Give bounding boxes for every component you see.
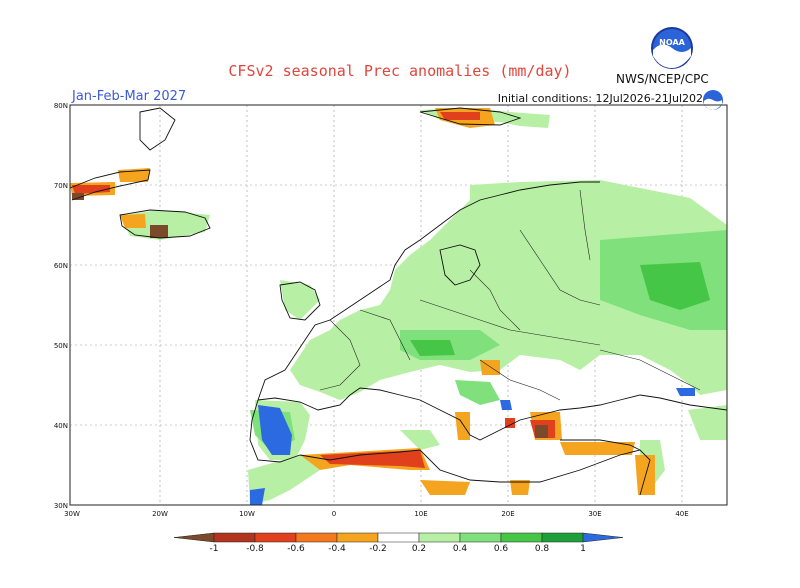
lon-label: 30W <box>64 510 80 518</box>
extreme-negative-areas <box>72 193 548 438</box>
colorbar-label: -0.2 <box>369 544 387 554</box>
colorbar-label: 0.2 <box>412 544 426 554</box>
colorbar-label: 0.6 <box>494 544 509 554</box>
lon-label: 0 <box>332 510 336 518</box>
lon-label: 40E <box>675 510 688 518</box>
svg-text:NOAA: NOAA <box>659 38 685 47</box>
colorbar-segment <box>254 532 297 543</box>
noaa-logo-icon: NOAA <box>651 27 693 69</box>
colorbar-segment <box>295 532 338 543</box>
longitude-labels: 30W 20W 10W 0 10E 20E 30E 40E <box>64 510 689 518</box>
lon-label: 10W <box>239 510 255 518</box>
colorbar-label: -0.6 <box>287 544 305 554</box>
colorbar-label: -1 <box>210 544 219 554</box>
lat-label: 30N <box>54 502 68 510</box>
lat-label: 70N <box>54 182 68 190</box>
colorbar-label: 1 <box>580 544 586 554</box>
colorbar-label: 0.4 <box>453 544 468 554</box>
country-borders <box>319 189 701 401</box>
colorbar-arrow-left <box>173 532 215 543</box>
colorbar-labels: -1 -0.8 -0.6 -0.4 -0.2 0.2 0.4 0.6 0.8 1 <box>210 544 586 554</box>
period-label: Jan-Feb-Mar 2027 <box>72 89 187 104</box>
lat-label: 40N <box>54 422 68 430</box>
colorbar-segment <box>459 532 502 543</box>
lat-label: 80N <box>54 102 68 110</box>
lon-label: 20W <box>152 510 168 518</box>
lon-label: 10E <box>414 510 427 518</box>
agency-label: NWS/NCEP/CPC <box>616 72 709 86</box>
lon-label: 30E <box>588 510 601 518</box>
map-title: CFSv2 seasonal Prec anomalies (mm/day) <box>228 62 572 80</box>
colorbar-segment <box>377 532 420 543</box>
colorbar-segment <box>418 532 461 543</box>
lon-label: 20E <box>501 510 514 518</box>
colorbar-segment <box>213 532 256 543</box>
extreme-positive-areas <box>250 388 695 505</box>
colorbar-segment <box>336 532 379 543</box>
map-frame <box>69 104 728 506</box>
latitude-labels: 80N 70N 60N 50N 40N 30N <box>54 102 68 510</box>
lat-label: 60N <box>54 262 68 270</box>
coastlines <box>69 107 728 496</box>
colorbar-arrow-right <box>582 532 624 543</box>
colorbar-segment <box>541 532 584 543</box>
lat-label: 50N <box>54 342 68 350</box>
colorbar-label: 0.8 <box>535 544 550 554</box>
initial-conditions-label: Initial conditions: 12Jul2026-21Jul2026 <box>497 92 710 105</box>
colorbar-label: -0.8 <box>246 544 264 554</box>
very-strong-positive-areas <box>410 262 710 356</box>
colorbar-label: -0.4 <box>328 544 346 554</box>
colorbar <box>173 532 624 543</box>
colorbar-segment <box>500 532 543 543</box>
